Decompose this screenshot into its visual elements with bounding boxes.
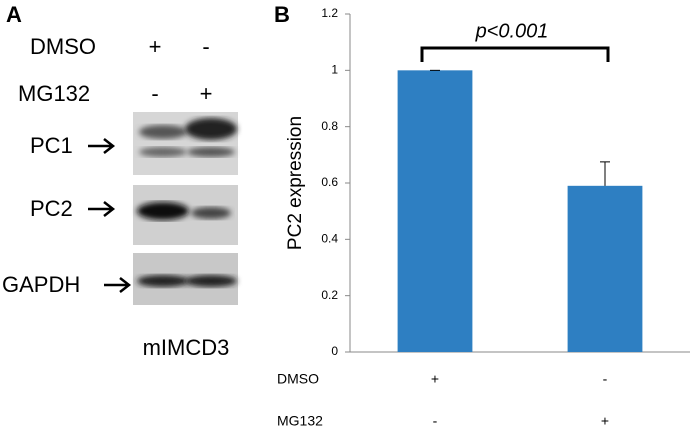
blot-label: PC1 bbox=[30, 133, 73, 158]
row-value: + bbox=[149, 34, 162, 59]
blot-pc1 bbox=[133, 112, 238, 175]
blot-label: GAPDH bbox=[2, 272, 80, 297]
blot-pc2 bbox=[133, 185, 238, 245]
row-label: MG132 bbox=[277, 413, 323, 429]
row-value: - bbox=[433, 413, 438, 429]
y-tick-label: 1 bbox=[331, 63, 338, 77]
row-value: + bbox=[601, 413, 609, 429]
row-label: DMSO bbox=[30, 34, 96, 59]
panel-label: B bbox=[274, 2, 290, 27]
row-value: + bbox=[200, 81, 213, 106]
error-bar bbox=[600, 161, 610, 186]
blot-gapdh bbox=[133, 253, 238, 305]
y-tick-label: 0.4 bbox=[321, 232, 338, 246]
panel-label: A bbox=[6, 2, 22, 27]
row-value: - bbox=[202, 34, 209, 59]
y-tick-label: 1.2 bbox=[321, 6, 338, 20]
row-label: DMSO bbox=[277, 371, 319, 387]
y-tick-label: 0 bbox=[331, 344, 338, 358]
row-value: + bbox=[431, 371, 439, 387]
y-tick-label: 0.2 bbox=[321, 288, 338, 302]
y-tick-label: 0.6 bbox=[321, 175, 338, 189]
row-value: - bbox=[603, 371, 608, 387]
bracket bbox=[420, 46, 610, 62]
bar bbox=[397, 70, 473, 352]
y-axis-label: PC2 expression bbox=[285, 116, 306, 250]
blot-label: PC2 bbox=[30, 196, 73, 221]
row-label: MG132 bbox=[18, 81, 90, 106]
arrows bbox=[88, 138, 132, 293]
cell-line: mIMCD3 bbox=[143, 335, 230, 360]
row-value: - bbox=[151, 81, 158, 106]
bar bbox=[567, 185, 643, 352]
y-tick-label: 0.8 bbox=[321, 119, 338, 133]
annotation: p<0.001 bbox=[475, 20, 549, 42]
